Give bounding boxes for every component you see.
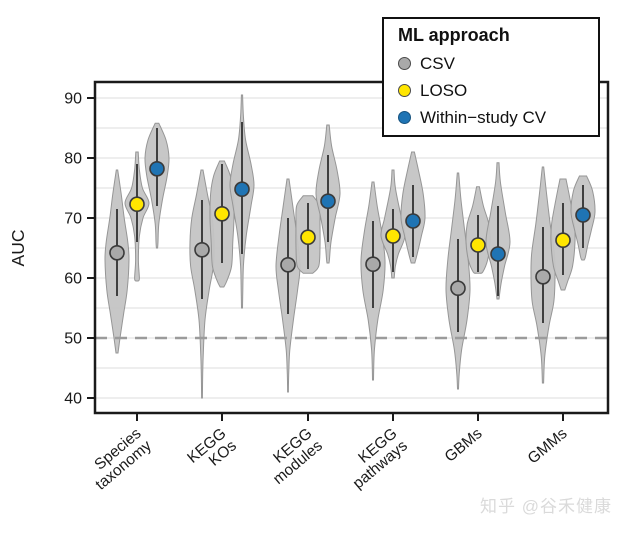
y-axis-label: AUC — [8, 230, 28, 267]
median-point-loso-kegg-modules — [300, 229, 316, 245]
legend: ML approach CSV LOSO Within−study CV — [382, 17, 600, 137]
within-study-cv-marker-icon — [398, 111, 411, 124]
legend-label-csv: CSV — [420, 53, 455, 73]
y-tick-label-50: 50 — [64, 331, 82, 348]
legend-label-loso: LOSO — [420, 80, 468, 100]
loso-marker-icon — [398, 84, 411, 97]
csv-marker-icon — [398, 57, 411, 70]
median-point-csv-gbms — [450, 280, 466, 297]
legend-item-loso: LOSO — [398, 77, 598, 104]
x-tick-label-species-taxonomy: Speciestaxonomy — [82, 425, 155, 494]
median-point-csv-kegg-modules — [280, 256, 296, 273]
y-tick-label-80: 80 — [64, 151, 82, 168]
median-point-within-study-cv-kegg-kos — [234, 181, 250, 197]
median-point-csv-gmms — [535, 268, 551, 285]
legend-label-within-study-cv: Within−study CV — [420, 107, 547, 127]
x-tick-label-gmms: GMMs — [525, 425, 571, 468]
median-point-within-study-cv-kegg-pathways — [405, 213, 421, 229]
x-tick-label-kegg-kos: KEGGKOs — [184, 425, 240, 479]
median-point-within-study-cv-gmms — [575, 207, 591, 223]
y-tick-label-40: 40 — [64, 391, 82, 408]
median-point-within-study-cv-species-taxonomy — [149, 161, 165, 177]
y-tick-label-70: 70 — [64, 211, 82, 228]
y-tick-label-60: 60 — [64, 271, 82, 288]
median-point-csv-species-taxonomy — [109, 245, 125, 261]
median-point-csv-kegg-pathways — [365, 256, 381, 273]
legend-item-csv: CSV — [398, 50, 598, 77]
plot-frame — [93, 80, 610, 415]
legend-item-within-study-cv: Within−study CV — [398, 104, 598, 131]
median-point-loso-species-taxonomy — [129, 196, 145, 212]
legend-title: ML approach — [398, 25, 510, 45]
x-tick-label-gbms: GBMs — [442, 425, 486, 466]
median-point-within-study-cv-gbms — [490, 246, 506, 262]
y-tick-label-90: 90 — [64, 91, 82, 108]
median-point-within-study-cv-kegg-modules — [320, 193, 336, 209]
watermark: 知乎 @谷禾健康 — [480, 497, 612, 516]
median-point-loso-kegg-pathways — [385, 228, 401, 244]
x-tick-label-kegg-pathways: KEGGpathways — [339, 425, 411, 493]
x-tick-label-kegg-modules: KEGGmodules — [260, 425, 326, 488]
median-point-loso-kegg-kos — [214, 206, 230, 222]
median-point-csv-kegg-kos — [194, 242, 210, 258]
median-point-loso-gbms — [470, 237, 486, 253]
median-point-loso-gmms — [555, 232, 571, 248]
